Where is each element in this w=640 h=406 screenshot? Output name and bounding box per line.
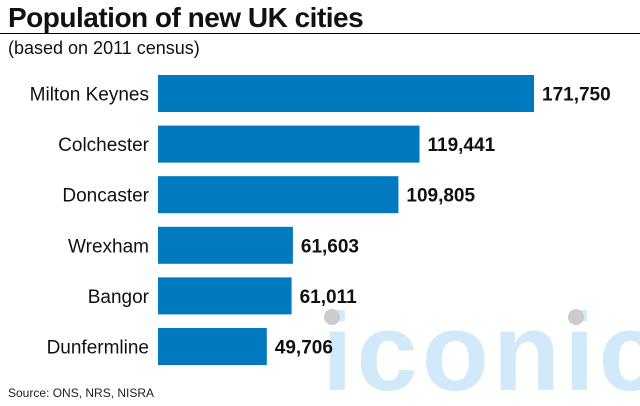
source-note: Source: ONS, NRS, NISRA xyxy=(8,386,155,400)
category-label: Milton Keynes xyxy=(30,85,149,106)
bar xyxy=(158,176,399,214)
bar xyxy=(158,328,267,365)
value-label: 171,750 xyxy=(542,85,611,106)
bars: Milton Keynes 171,750 Colchester 119,441 Don… xyxy=(30,75,611,365)
watermark: iconic xyxy=(322,291,640,406)
value-label: 109,805 xyxy=(406,186,475,207)
watermark-dot xyxy=(568,309,584,325)
value-label: 61,603 xyxy=(301,236,359,257)
value-label: 119,441 xyxy=(428,135,496,156)
value-label: 61,011 xyxy=(300,287,357,308)
category-label: Wrexham xyxy=(68,236,149,257)
value-label: 49,706 xyxy=(275,338,333,359)
watermark-dot xyxy=(324,309,340,325)
watermark-text: iconic xyxy=(322,291,640,406)
bar xyxy=(158,277,292,315)
category-label: Colchester xyxy=(58,135,149,156)
bar xyxy=(158,75,534,112)
category-label: Bangor xyxy=(88,287,150,308)
title-divider xyxy=(0,33,640,34)
category-label: Doncaster xyxy=(62,186,149,207)
bar xyxy=(158,226,293,264)
chart-subtitle: (based on 2011 census) xyxy=(8,38,200,58)
bar xyxy=(158,125,420,163)
chart-title: Population of new UK cities xyxy=(8,2,364,33)
category-label: Dunfermline xyxy=(47,338,149,359)
